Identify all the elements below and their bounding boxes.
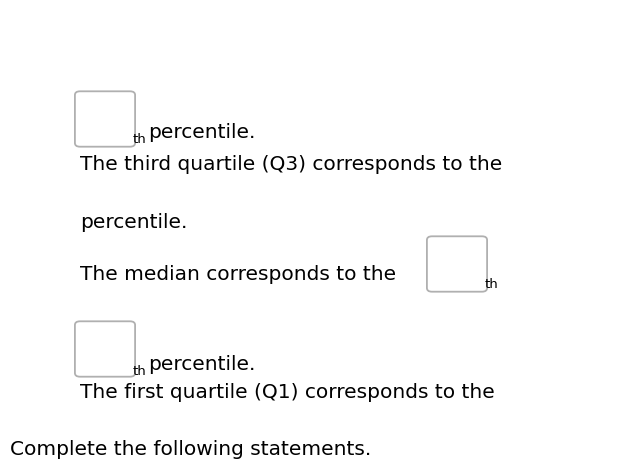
Text: percentile.: percentile. [80, 213, 188, 232]
Text: th: th [133, 365, 147, 378]
Text: The first quartile (Q1) corresponds to the: The first quartile (Q1) corresponds to t… [80, 383, 495, 402]
Text: percentile.: percentile. [148, 355, 256, 374]
Text: percentile.: percentile. [148, 123, 256, 142]
Text: Complete the following statements.: Complete the following statements. [10, 440, 371, 459]
Text: The median corresponds to the: The median corresponds to the [80, 265, 396, 284]
Text: th: th [133, 133, 147, 146]
Text: The third quartile (Q3) corresponds to the: The third quartile (Q3) corresponds to t… [80, 155, 502, 174]
FancyBboxPatch shape [75, 321, 135, 377]
Text: th: th [485, 278, 499, 291]
FancyBboxPatch shape [75, 91, 135, 147]
FancyBboxPatch shape [427, 236, 487, 292]
